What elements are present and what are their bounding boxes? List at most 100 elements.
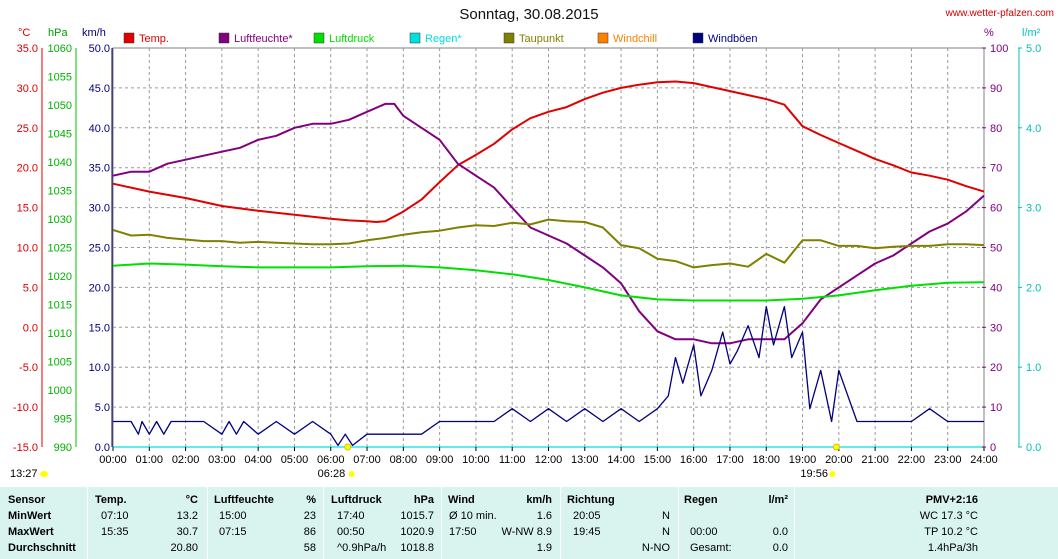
- wind-tick-label: 5.0: [95, 402, 110, 414]
- stat-wind: 1.9: [536, 542, 552, 554]
- sunset-marker: [832, 443, 840, 451]
- weather-chart: 00:00 01:00 02:00 03:00 04:00 05:00 06:00 07:00…: [10, 27, 1041, 480]
- sunset-icon: [829, 471, 836, 477]
- humidity-tick-label: 40: [990, 282, 1002, 294]
- legend-label: Luftdruck: [329, 33, 375, 45]
- chart-legend: Temp. Luftfeuchte* Luftdruck Regen* Taupunkt…: [123, 32, 758, 45]
- legend-swatch: [597, 32, 609, 44]
- stat-hum_time: 07:15: [219, 526, 247, 538]
- rain-tick-label: 2.0: [1026, 282, 1041, 294]
- stat-temp: 30.7: [176, 526, 198, 538]
- axes-layer: 00:00 01:00 02:00 03:00 04:00 05:00 06:00 07:00…: [10, 27, 1041, 480]
- humidity-tick-label: 90: [990, 83, 1002, 95]
- unit-hpa: hPa: [48, 27, 68, 39]
- stat-rain_time: 00:00: [690, 526, 718, 538]
- x-tick-label: 00:00: [99, 454, 127, 466]
- col-direction: Richtung: [567, 494, 615, 506]
- x-tick-label: 10:00: [462, 454, 490, 466]
- x-tick-label: 05:00: [281, 454, 309, 466]
- legend-swatch: [409, 32, 421, 44]
- wind-tick-label: 40.0: [89, 123, 110, 135]
- series-line: [112, 80, 985, 223]
- stat-press: 1018.8: [400, 542, 434, 554]
- sunrise-time: 06:28: [318, 468, 346, 480]
- wind-tick-label: 30.0: [89, 203, 110, 215]
- stat-press_time: ^0.9hPa/h: [337, 542, 387, 554]
- col-wind: Wind: [448, 494, 475, 506]
- col-temp-unit: °C: [185, 494, 198, 506]
- stat-extra: WC 17.3 °C: [919, 510, 978, 522]
- stat-dir: N: [662, 526, 670, 538]
- legend-label: Taupunkt: [519, 33, 564, 45]
- pressure-tick-label: 995: [54, 414, 72, 426]
- stat-press_time: 17:40: [337, 510, 365, 522]
- pressure-tick-label: 1000: [48, 385, 72, 397]
- legend-label: Temp.: [139, 33, 169, 45]
- col-pressure: Luftdruck: [331, 494, 382, 506]
- stat-temp: 13.2: [176, 510, 198, 522]
- pressure-tick-label: 1030: [48, 214, 72, 226]
- humidity-tick-label: 0: [990, 442, 996, 454]
- stat-temp: 20.80: [170, 542, 198, 554]
- stats-table: Sensor Temp. °C Luftfeuchte % Luftdruck …: [0, 487, 1058, 559]
- stat-dir: N: [662, 510, 670, 522]
- legend-label: Luftfeuchte*: [234, 33, 293, 45]
- humidity-tick-label: 20: [990, 362, 1002, 374]
- series-line: [112, 218, 985, 269]
- x-tick-label: 18:00: [752, 454, 780, 466]
- humidity-tick-label: 50: [990, 243, 1002, 255]
- stat-label: MaxWert: [8, 526, 54, 538]
- stat-rain: 0.0: [772, 526, 788, 538]
- x-tick-label: 19:00: [789, 454, 817, 466]
- x-tick-label: 24:00: [970, 454, 998, 466]
- humidity-tick-label: 100: [990, 43, 1008, 55]
- pressure-tick-label: 1015: [48, 300, 72, 312]
- wind-tick-label: 0.0: [95, 442, 110, 454]
- legend-swatch: [503, 32, 515, 44]
- stat-wind_time: Ø 10 min.: [449, 510, 497, 522]
- temp-tick-label: 20.0: [17, 163, 38, 175]
- x-tick-label: 13:00: [571, 454, 599, 466]
- sunrise-icon: [348, 471, 355, 477]
- stat-hum_time: 15:00: [219, 510, 247, 522]
- rain-tick-label: 5.0: [1026, 43, 1041, 55]
- stat-extra: TP 10.2 °C: [924, 526, 978, 538]
- legend-label: Windchill: [613, 33, 657, 45]
- temp-tick-label: 25.0: [17, 123, 38, 135]
- stat-press: 1020.9: [400, 526, 434, 538]
- temp-tick-label: -15.0: [13, 442, 38, 454]
- current-time: 13:27: [10, 468, 38, 480]
- x-tick-label: 21:00: [861, 454, 889, 466]
- x-tick-label: 09:00: [426, 454, 454, 466]
- pressure-tick-label: 1040: [48, 157, 72, 169]
- stat-temp_time: 07:10: [101, 510, 129, 522]
- wind-tick-label: 20.0: [89, 282, 110, 294]
- rain-tick-label: 4.0: [1026, 123, 1041, 135]
- series-line: [113, 305, 984, 447]
- stat-temp_time: 15:35: [101, 526, 129, 538]
- temp-tick-label: 35.0: [17, 43, 38, 55]
- stat-label: MinWert: [8, 510, 52, 522]
- x-tick-label: 12:00: [535, 454, 563, 466]
- humidity-tick-label: 30: [990, 322, 1002, 334]
- site-link[interactable]: www.wetter-pfalzen.com: [945, 8, 1054, 19]
- rain-tick-label: 1.0: [1026, 362, 1041, 374]
- x-tick-label: 17:00: [716, 454, 744, 466]
- x-tick-label: 16:00: [680, 454, 708, 466]
- legend-swatch: [123, 32, 135, 44]
- temp-tick-label: 10.0: [17, 243, 38, 255]
- temp-tick-label: -10.0: [13, 402, 38, 414]
- series-line: [112, 102, 985, 345]
- col-temp: Temp.: [95, 494, 127, 506]
- col-humidity: Luftfeuchte: [214, 494, 274, 506]
- stat-dir_time: 20:05: [573, 510, 601, 522]
- x-tick-label: 02:00: [172, 454, 200, 466]
- x-tick-label: 11:00: [499, 454, 526, 466]
- col-sensor: Sensor: [8, 494, 46, 506]
- pressure-tick-label: 1055: [48, 72, 72, 84]
- legend-label: Windböen: [708, 33, 758, 45]
- pressure-tick-label: 1035: [48, 186, 72, 198]
- rain-tick-label: 3.0: [1026, 203, 1041, 215]
- stat-hum: 23: [303, 510, 316, 522]
- wind-tick-label: 45.0: [89, 83, 110, 95]
